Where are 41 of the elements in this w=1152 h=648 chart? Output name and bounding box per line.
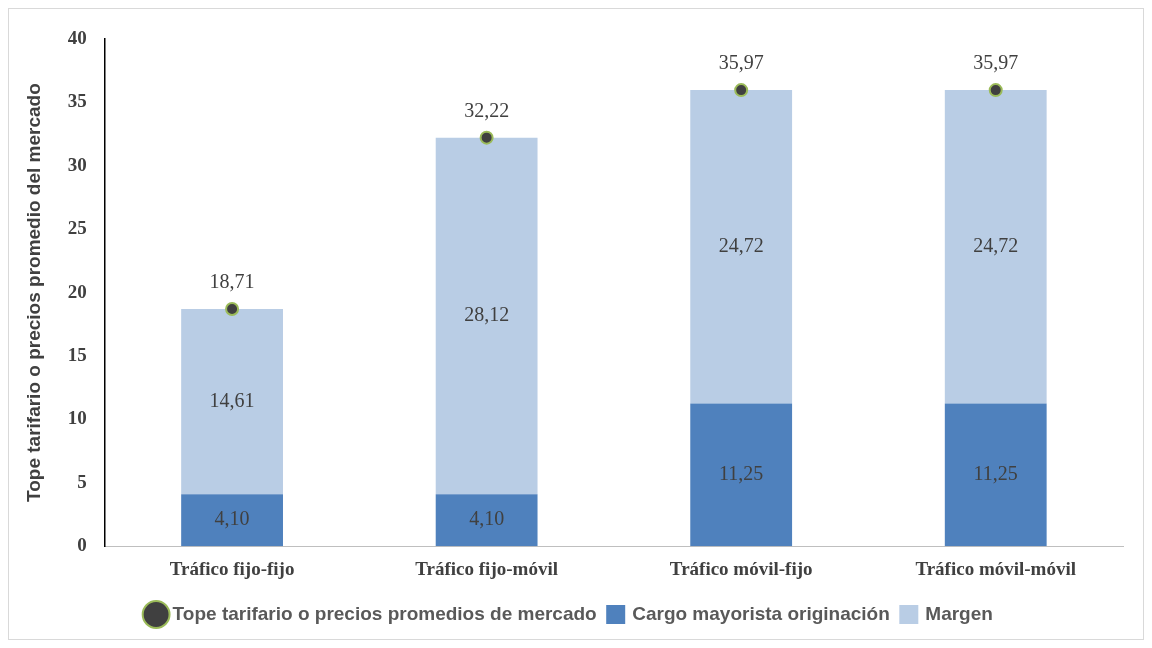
y-axis-title: Tope tarifario o precios promedio del mercado bbox=[22, 83, 44, 502]
legend-label: Cargo mayorista originación bbox=[632, 602, 890, 624]
data-label: 28,12 bbox=[464, 303, 510, 326]
data-label: 32,22 bbox=[464, 98, 510, 121]
data-label: 24,72 bbox=[973, 234, 1019, 257]
y-tick-label: 30 bbox=[67, 153, 87, 175]
bar bbox=[435, 137, 538, 495]
point bbox=[988, 83, 1003, 98]
bar bbox=[435, 494, 538, 547]
y-tick-label: 10 bbox=[67, 407, 87, 429]
legend-label: Tope tarifario o precios promedios de mercado bbox=[172, 602, 597, 624]
bar bbox=[690, 90, 793, 404]
data-label: 11,25 bbox=[973, 462, 1018, 485]
x-tick-label: Tráfico fijo-fijo bbox=[169, 557, 295, 579]
point bbox=[734, 83, 749, 98]
data-label: 4,10 bbox=[214, 507, 250, 530]
y-tick-label: 20 bbox=[67, 280, 87, 302]
y-tick-label: 0 bbox=[77, 534, 87, 556]
bar bbox=[690, 403, 793, 547]
y-tick-label: 40 bbox=[67, 26, 87, 48]
bar bbox=[944, 403, 1047, 547]
point bbox=[225, 301, 240, 316]
y-tick-label: 35 bbox=[67, 90, 87, 112]
legend-label: Margen bbox=[925, 602, 993, 624]
data-label: 18,71 bbox=[209, 270, 255, 293]
x-tick-label: Tráfico móvil-móvil bbox=[915, 557, 1077, 579]
data-label: 35,97 bbox=[718, 51, 764, 74]
x-tick-label: Tráfico móvil-fijo bbox=[669, 557, 813, 579]
bar bbox=[181, 308, 283, 495]
point bbox=[479, 130, 494, 145]
y-tick-label: 15 bbox=[67, 343, 87, 365]
data-label: 4,10 bbox=[469, 507, 505, 530]
x-tick-label: Tráfico fijo-móvil bbox=[415, 557, 558, 579]
bar bbox=[181, 494, 283, 547]
data-label: 35,97 bbox=[973, 51, 1019, 74]
bar bbox=[944, 90, 1047, 404]
y-tick-label: 25 bbox=[67, 217, 87, 239]
data-label: 24,72 bbox=[718, 234, 764, 257]
y-tick-label: 5 bbox=[77, 470, 87, 492]
data-label: 14,61 bbox=[209, 388, 255, 411]
data-label: 11,25 bbox=[719, 462, 764, 485]
